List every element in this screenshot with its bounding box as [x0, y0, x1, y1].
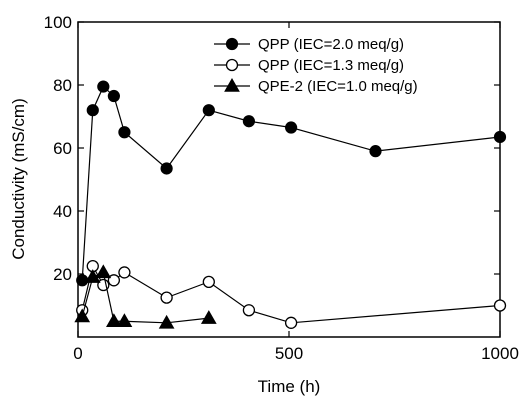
- x-tick-label: 500: [275, 344, 303, 363]
- data-point: [107, 89, 120, 103]
- series-2: [76, 259, 507, 329]
- data-point: [76, 274, 89, 287]
- x-tick-label: 1000: [481, 344, 519, 363]
- series-layer: [74, 80, 507, 329]
- data-point: [95, 264, 112, 279]
- y-tick-label: 80: [53, 76, 72, 95]
- data-point: [200, 310, 217, 324]
- y-tick-label: 40: [53, 202, 72, 221]
- data-point: [116, 313, 133, 327]
- x-axis-title: Time (h): [258, 377, 321, 396]
- data-point: [369, 145, 382, 158]
- data-point: [285, 121, 298, 134]
- legend-label: QPE-2 (IEC=1.0 meq/g): [258, 78, 418, 95]
- x-tick-label: 0: [73, 344, 82, 363]
- data-point: [84, 269, 101, 283]
- data-point: [118, 126, 131, 139]
- y-tick-label: 100: [44, 13, 72, 32]
- data-point: [118, 266, 131, 279]
- legend-label: QPP (IEC=2.0 meq/g): [258, 36, 404, 53]
- series-1: [76, 80, 507, 287]
- data-point: [202, 104, 215, 117]
- y-tick-label: 60: [53, 139, 72, 158]
- data-point: [160, 291, 173, 304]
- data-point: [493, 130, 507, 144]
- data-point: [493, 299, 507, 312]
- series-line: [81, 264, 501, 324]
- legend-marker: [225, 37, 239, 51]
- data-point: [106, 313, 122, 327]
- legend: QPP (IEC=2.0 meq/g) QPP (IEC=1.3 meq/g) QP…: [214, 36, 418, 95]
- data-point: [160, 162, 173, 175]
- series-3: [74, 264, 217, 329]
- data-point: [158, 314, 175, 329]
- y-axis-title: Conductivity (mS/cm): [9, 98, 28, 260]
- data-point: [97, 80, 110, 93]
- data-point: [284, 316, 298, 329]
- series-line: [81, 85, 501, 281]
- data-point: [74, 308, 91, 323]
- data-point: [86, 104, 99, 117]
- data-point: [202, 275, 215, 289]
- legend-marker: [225, 58, 239, 72]
- data-point: [107, 274, 121, 287]
- legend-marker: [224, 77, 240, 92]
- data-point: [242, 304, 256, 317]
- y-tick-label: 20: [53, 265, 72, 284]
- data-point: [242, 115, 256, 128]
- legend-label: QPP (IEC=1.3 meq/g): [258, 57, 404, 74]
